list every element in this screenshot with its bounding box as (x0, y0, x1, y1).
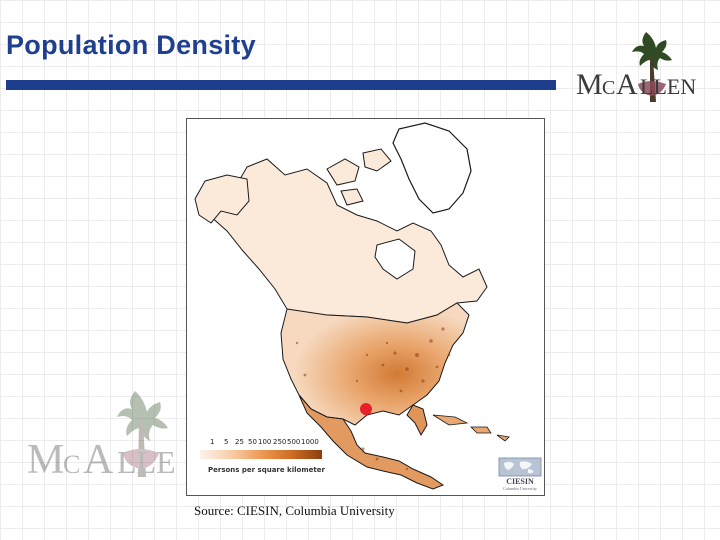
legend-color-ramp (200, 450, 322, 459)
svg-text:A: A (83, 437, 114, 483)
caribbean-islands (432, 414, 510, 442)
population-density-dots (295, 327, 451, 471)
legend-tick: 50 (248, 438, 257, 446)
ciesin-logo: CIESIN Columbia University (498, 457, 542, 491)
svg-text:M: M (27, 437, 64, 483)
svg-text:LLE: LLE (117, 444, 176, 480)
legend-tick: 500 (287, 438, 301, 446)
legend-tick: 100 (258, 438, 272, 446)
north-america-map (194, 122, 510, 490)
arctic-islands (326, 148, 392, 206)
hudson-bay (374, 238, 416, 280)
mcallen-location-marker (360, 403, 372, 415)
palm-tree-icon (632, 32, 672, 102)
density-legend: 1 5 25 50 100 250 500 1000 Persons per s… (190, 438, 330, 484)
legend-tick: 1 (210, 438, 215, 446)
mcallen-watermark-logo: M C A LLE (27, 391, 176, 483)
ciesin-name: CIESIN (506, 477, 534, 486)
greenland (392, 122, 472, 214)
title-underline-bar (6, 80, 556, 90)
florida (406, 404, 428, 437)
legend-tick: 250 (273, 438, 287, 446)
svg-text:LLEN: LLEN (640, 74, 696, 99)
legend-tick: 1000 (301, 438, 319, 446)
alaska (194, 174, 250, 224)
mcallen-wordmark: M C A LLEN (576, 68, 696, 101)
svg-text:A: A (616, 68, 638, 101)
svg-text:M: M (576, 68, 603, 101)
legend-tick: 5 (224, 438, 229, 446)
svg-text:C: C (63, 450, 80, 479)
mcallen-logo: M C A LLEN (576, 32, 696, 102)
palm-tree-icon (117, 391, 168, 477)
globe-map-icon (498, 457, 542, 477)
canada-landmass (208, 158, 488, 324)
svg-text:C: C (602, 77, 615, 99)
mcallen-wordmark: M C A LLE (27, 437, 176, 483)
legend-caption: Persons per square kilometer (208, 466, 325, 474)
legend-tick: 25 (235, 438, 244, 446)
population-density-map (186, 118, 545, 496)
mexico-central-america (298, 394, 445, 490)
slide-title: Population Density (6, 30, 256, 60)
ciesin-subtitle: Columbia University (503, 486, 537, 491)
source-caption: Source: CIESIN, Columbia University (194, 503, 395, 518)
